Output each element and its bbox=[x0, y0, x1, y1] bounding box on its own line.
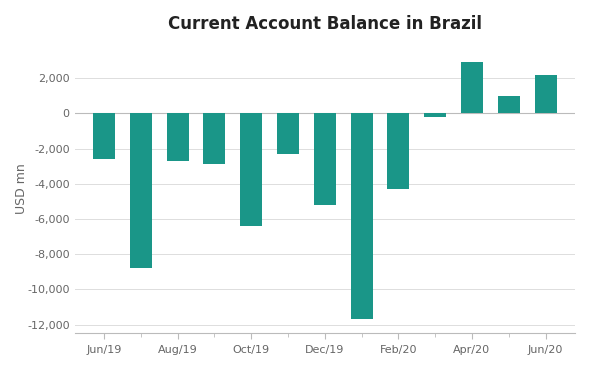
Bar bbox=[387, 113, 409, 189]
Bar bbox=[93, 113, 115, 159]
Bar bbox=[424, 113, 446, 117]
Bar bbox=[314, 113, 336, 205]
Y-axis label: USD mn: USD mn bbox=[15, 163, 28, 214]
Bar bbox=[461, 62, 483, 113]
Bar bbox=[130, 113, 152, 268]
Bar bbox=[498, 96, 520, 113]
Bar bbox=[277, 113, 299, 154]
Bar bbox=[535, 75, 556, 113]
Bar bbox=[204, 113, 225, 164]
Title: Current Account Balance in Brazil: Current Account Balance in Brazil bbox=[168, 15, 482, 33]
Bar bbox=[240, 113, 262, 226]
Bar bbox=[166, 113, 189, 161]
Bar bbox=[350, 113, 373, 320]
